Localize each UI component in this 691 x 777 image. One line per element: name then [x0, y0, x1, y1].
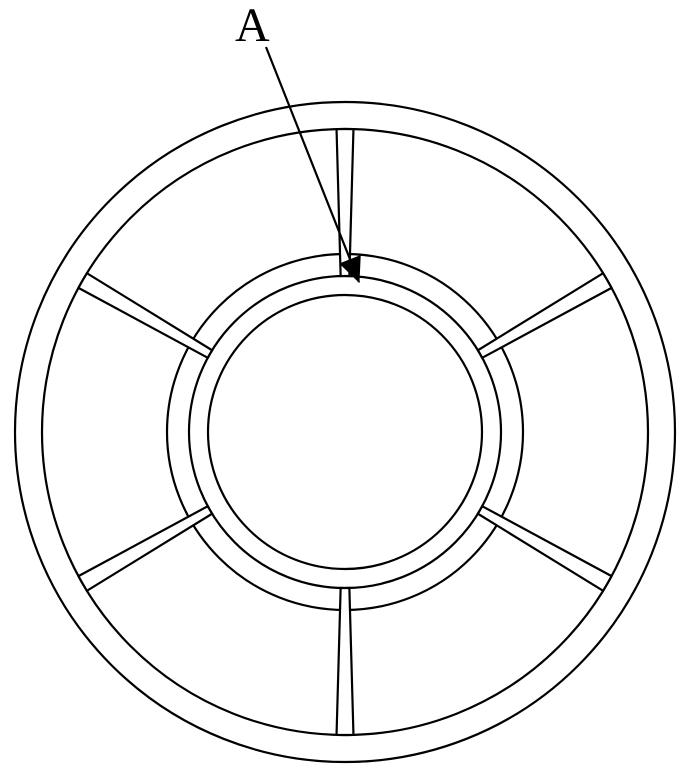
circle-2 [167, 254, 523, 610]
spoke-5 [478, 273, 612, 358]
spoke-0 [478, 506, 612, 591]
spoke-1 [337, 588, 354, 735]
spoke-3 [78, 273, 212, 358]
spoke-4 [337, 129, 354, 276]
diagram-stage: A [0, 0, 691, 777]
callout-label-a: A [235, 2, 270, 50]
circle-4 [208, 295, 482, 569]
ring-diagram [0, 0, 691, 777]
spoke-2 [78, 506, 212, 591]
circle-3 [189, 276, 501, 588]
